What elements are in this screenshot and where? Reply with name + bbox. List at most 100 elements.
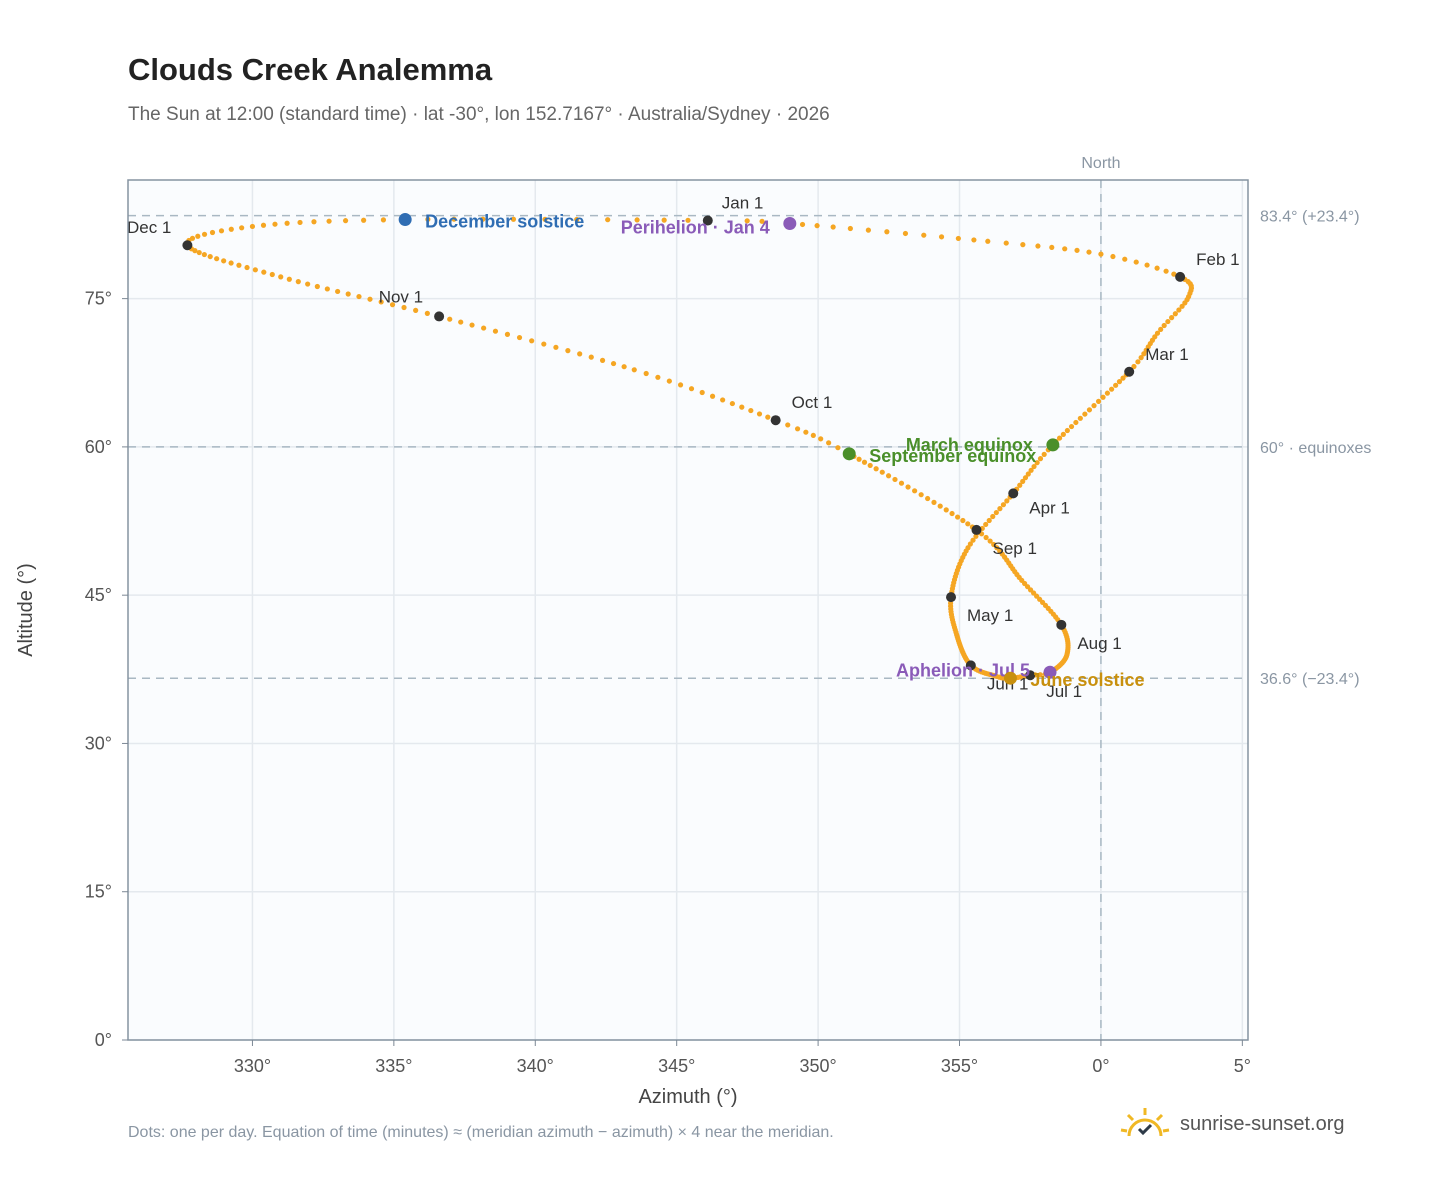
day-dot	[759, 218, 765, 224]
day-dot	[1165, 318, 1171, 325]
day-dot	[367, 296, 373, 302]
day-dot	[311, 219, 317, 225]
day-dot	[1025, 471, 1031, 477]
day-dot	[221, 258, 227, 264]
day-dot	[912, 488, 918, 494]
day-dot	[228, 226, 234, 232]
day-dot	[748, 407, 754, 414]
day-dot	[967, 541, 973, 547]
day-dot	[1004, 498, 1010, 504]
day-dot	[529, 338, 535, 344]
day-dot	[189, 235, 196, 241]
day-dot	[605, 217, 611, 223]
day-dot	[765, 414, 771, 420]
day-dot	[847, 225, 853, 232]
day-dot	[272, 221, 278, 227]
day-dot	[252, 267, 258, 273]
day-dot	[196, 249, 202, 256]
day-dot	[356, 293, 362, 300]
day-dot	[965, 521, 971, 527]
x-tick-label: 335°	[375, 1056, 412, 1076]
day-dot	[201, 231, 208, 237]
month-marker	[1175, 271, 1186, 282]
event-label: September equinox	[869, 446, 1036, 466]
day-dot	[867, 462, 873, 469]
day-dot	[830, 224, 836, 230]
day-dot	[588, 354, 594, 360]
sunrise-logo-icon	[1120, 1108, 1170, 1137]
day-dot	[504, 331, 511, 337]
event-label: June solstice	[1030, 670, 1144, 690]
day-dot	[799, 221, 806, 228]
day-dot	[278, 274, 284, 280]
day-dot	[326, 218, 332, 224]
day-dot	[943, 507, 949, 513]
day-dot	[1138, 354, 1144, 361]
day-dot	[1169, 315, 1175, 321]
day-dot	[574, 216, 580, 223]
day-dot	[209, 229, 216, 236]
event-marker	[842, 447, 856, 461]
day-dot	[1100, 394, 1106, 400]
month-label: May 1	[967, 606, 1013, 625]
day-dot	[458, 319, 464, 325]
month-marker	[946, 592, 957, 603]
day-dot	[1122, 256, 1128, 262]
day-dot	[345, 291, 351, 297]
day-dot	[643, 370, 649, 377]
day-dot	[401, 304, 407, 311]
day-dot	[424, 310, 430, 316]
day-dot	[1086, 407, 1093, 413]
y-tick-label: 0°	[95, 1030, 112, 1050]
day-dot	[986, 517, 992, 524]
day-dot	[631, 367, 637, 373]
x-tick-label: 5°	[1234, 1056, 1251, 1076]
day-dot	[305, 281, 311, 287]
day-dot	[195, 233, 201, 239]
day-dot	[865, 227, 871, 233]
month-marker	[1124, 366, 1135, 377]
day-dot	[324, 286, 330, 292]
day-dot	[902, 230, 909, 237]
day-dot	[814, 223, 820, 229]
day-dot	[960, 517, 966, 524]
day-dot	[1163, 268, 1169, 274]
brand[interactable]: sunrise-sunset.org	[1120, 1102, 1345, 1146]
event-marker	[398, 213, 412, 227]
x-tick-label: 330°	[234, 1056, 271, 1076]
day-dot	[201, 251, 207, 258]
day-dot	[785, 422, 791, 428]
day-dot	[1041, 451, 1047, 457]
day-dot	[1000, 502, 1007, 508]
day-dot	[1095, 398, 1102, 404]
day-dot	[955, 514, 961, 520]
day-dot	[1120, 375, 1126, 381]
day-dot	[1073, 419, 1079, 426]
day-dot	[983, 534, 989, 541]
day-dot	[1098, 251, 1104, 257]
day-dot	[1082, 411, 1088, 417]
day-dot	[244, 264, 250, 271]
day-dot	[361, 217, 367, 223]
day-dot	[610, 360, 617, 367]
day-dot	[599, 357, 606, 363]
day-dot	[987, 538, 993, 544]
day-dot	[756, 411, 763, 417]
day-dot	[931, 499, 937, 505]
day-dot	[655, 374, 661, 380]
month-label: Sep 1	[992, 539, 1036, 558]
day-dot	[826, 440, 832, 446]
day-dot	[1031, 463, 1037, 470]
day-dot	[451, 216, 457, 222]
day-dot	[699, 389, 705, 396]
day-dot	[1133, 259, 1139, 265]
day-dot	[481, 325, 487, 331]
day-dot	[634, 217, 640, 223]
day-dot	[873, 466, 879, 472]
day-dot	[905, 484, 911, 490]
day-dot	[1113, 382, 1119, 388]
day-dot	[1060, 431, 1066, 437]
day-dot	[1110, 253, 1116, 260]
